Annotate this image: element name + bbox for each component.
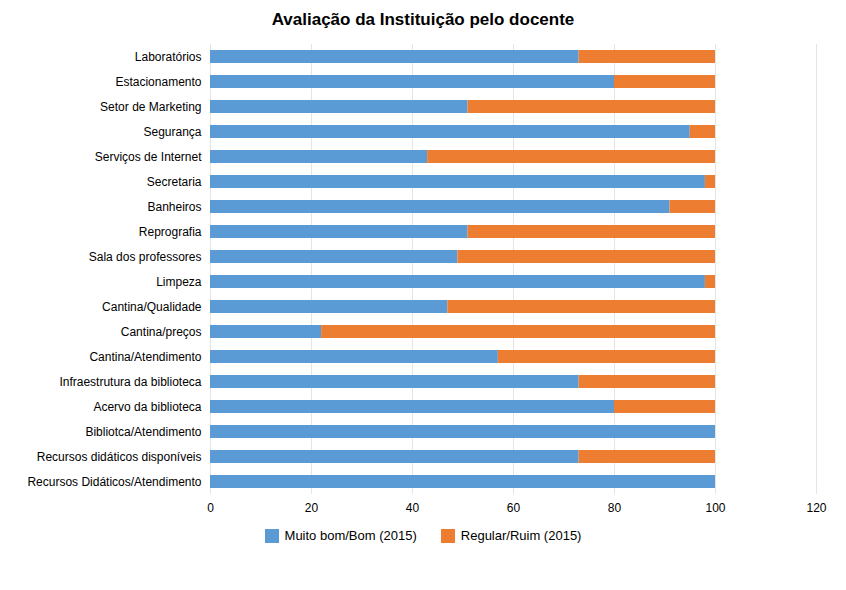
svg-text:Estacionamento: Estacionamento (115, 75, 201, 89)
svg-text:Laboratórios: Laboratórios (135, 50, 202, 64)
svg-text:Limpeza: Limpeza (156, 275, 202, 289)
svg-text:20: 20 (305, 501, 319, 515)
svg-text:Cantina/preços: Cantina/preços (121, 325, 202, 339)
svg-text:Serviços de Internet: Serviços de Internet (95, 150, 202, 164)
svg-text:Bibliotca/Atendimento: Bibliotca/Atendimento (85, 425, 201, 439)
svg-text:Banheiros: Banheiros (147, 200, 201, 214)
html-text:Muito bom/Bom (2015): Muito bom/Bom (2015) (284, 528, 417, 543)
svg-text:Cantina/Atendimento: Cantina/Atendimento (89, 350, 201, 364)
svg-text:Secretaria: Secretaria (147, 175, 202, 189)
svg-text:Acervo da biblioteca: Acervo da biblioteca (93, 400, 201, 414)
svg-text:100: 100 (705, 501, 725, 515)
svg-text:Cantina/Qualidade: Cantina/Qualidade (102, 300, 202, 314)
svg-text:Setor de Marketing: Setor de Marketing (100, 100, 201, 114)
svg-text:Reprografia: Reprografia (139, 225, 202, 239)
svg-text:Infraestrutura da biblioteca: Infraestrutura da biblioteca (59, 375, 201, 389)
svg-text:80: 80 (608, 501, 622, 515)
svg-text:60: 60 (507, 501, 521, 515)
svg-text:120: 120 (806, 501, 826, 515)
html-text:Regular/Ruim (2015): Regular/Ruim (2015) (460, 528, 582, 543)
svg-text:Sala dos professores: Sala dos professores (89, 250, 202, 264)
svg-text:Segurança: Segurança (143, 125, 201, 139)
svg-text:40: 40 (406, 501, 420, 515)
svg-text:0: 0 (207, 501, 214, 515)
svg-text:Recursos Didáticos/Atendimento: Recursos Didáticos/Atendimento (27, 475, 201, 489)
html-text:Avaliação da Instituição pelo: Avaliação da Instituição pelo docente (271, 10, 575, 29)
svg-text:Recursos didáticos disponíveis: Recursos didáticos disponíveis (37, 450, 202, 464)
